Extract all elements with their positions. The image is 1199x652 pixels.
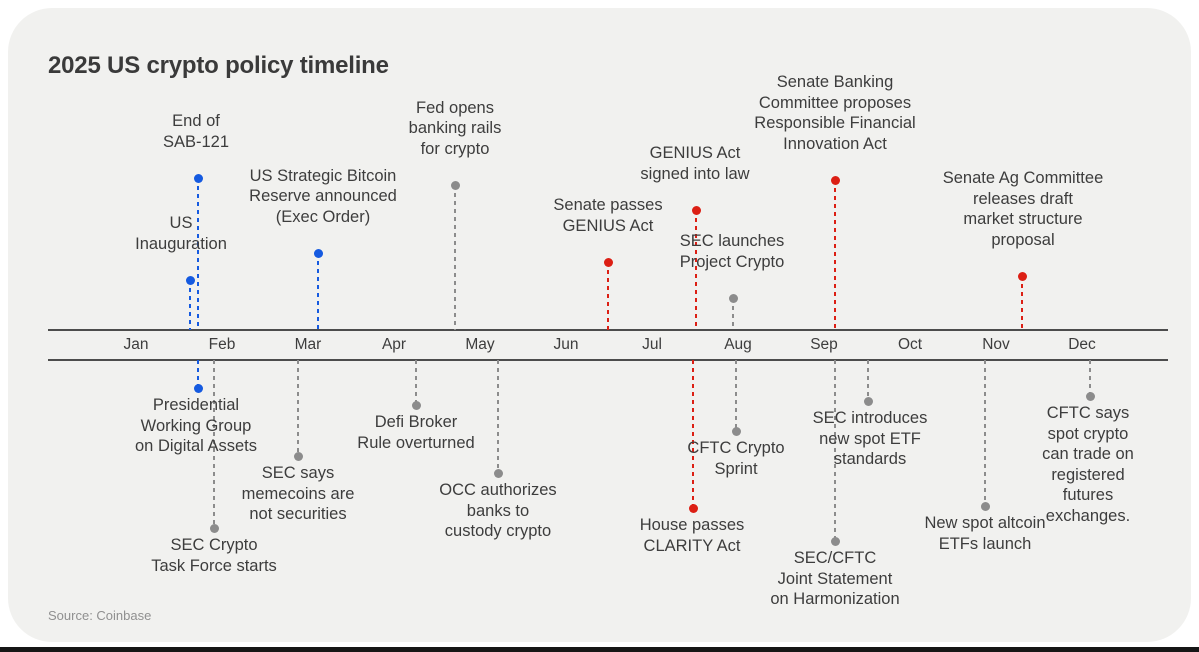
- event-label: Defi Broker Rule overturned: [357, 413, 475, 452]
- event-label: SEC launches Project Crypto: [679, 232, 785, 271]
- event-label: CFTC says spot crypto can trade on regis…: [1042, 404, 1134, 525]
- event-dot: [731, 426, 741, 436]
- event-leader-line: [692, 360, 694, 508]
- event-leader-line: [213, 360, 215, 528]
- event-dot: [830, 536, 840, 546]
- event-leader-line: [984, 360, 986, 506]
- event-dot: [728, 293, 738, 303]
- event-label: SEC says memecoins are not securities: [241, 464, 355, 523]
- event-dot: [1085, 391, 1095, 401]
- month-label: Jun: [553, 336, 579, 353]
- event-label: SEC/CFTC Joint Statement on Harmonizatio…: [770, 549, 900, 608]
- event-label: Senate Banking Committee proposes Respon…: [754, 73, 916, 153]
- event-label: SEC introduces new spot ETF standards: [812, 409, 928, 468]
- event-dot: [185, 275, 195, 285]
- event-dot: [830, 175, 840, 185]
- event-leader-line: [867, 360, 869, 401]
- event-leader-line: [735, 360, 737, 431]
- event-leader-line: [834, 360, 836, 541]
- event-dot: [209, 523, 219, 533]
- event-leader-line: [415, 360, 417, 405]
- event-label: US Inauguration: [135, 214, 227, 253]
- event-dot: [691, 205, 701, 215]
- event-leader-line: [834, 180, 836, 330]
- event-leader-line: [1089, 360, 1091, 396]
- event-label: Presidential Working Group on Digital As…: [135, 396, 257, 455]
- bottom-bar: [0, 647, 1199, 652]
- event-label: US Strategic Bitcoin Reserve announced (…: [249, 166, 397, 226]
- event-leader-line: [1021, 276, 1023, 330]
- page-title: 2025 US crypto policy timeline: [48, 52, 389, 79]
- month-label: May: [465, 336, 495, 353]
- event-leader-line: [317, 253, 319, 330]
- event-leader-line: [497, 360, 499, 473]
- event-dot: [688, 503, 698, 513]
- event-dot: [450, 180, 460, 190]
- event-label: Senate Ag Committee releases draft marke…: [942, 169, 1104, 249]
- timeline-axis-top-line: [48, 329, 1168, 331]
- month-label: Oct: [897, 336, 923, 353]
- event-dot: [411, 400, 421, 410]
- event-label: End of SAB-121: [162, 112, 230, 151]
- event-dot: [603, 257, 613, 267]
- event-dot: [293, 451, 303, 461]
- event-leader-line: [732, 298, 734, 330]
- month-label: Nov: [982, 336, 1010, 353]
- timeline-axis-bottom-line: [48, 359, 1168, 361]
- month-label: Feb: [208, 336, 236, 353]
- month-label: Jul: [642, 336, 662, 353]
- event-leader-line: [197, 178, 199, 330]
- chart-card: 2025 US crypto policy timeline Jan Feb Mar…: [8, 8, 1191, 642]
- event-dot: [863, 396, 873, 406]
- event-label: SEC Crypto Task Force starts: [151, 536, 277, 575]
- event-label: CFTC Crypto Sprint: [687, 439, 785, 478]
- source-attribution: Source: Coinbase: [48, 608, 152, 623]
- event-dot: [193, 383, 203, 393]
- event-leader-line: [454, 185, 456, 330]
- event-label: OCC authorizes banks to custody crypto: [439, 481, 557, 540]
- event-label: House passes CLARITY Act: [639, 516, 745, 555]
- month-label: Aug: [724, 336, 752, 353]
- event-label: Senate passes GENIUS Act: [553, 196, 663, 235]
- event-dot: [980, 501, 990, 511]
- event-leader-line: [297, 360, 299, 456]
- event-leader-line: [607, 262, 609, 330]
- event-label: New spot altcoin ETFs launch: [924, 514, 1046, 553]
- event-dot: [1017, 271, 1027, 281]
- event-label: GENIUS Act signed into law: [640, 144, 750, 183]
- month-label: Jan: [123, 336, 149, 353]
- event-dot: [313, 248, 323, 258]
- event-leader-line: [189, 280, 191, 330]
- event-dot: [493, 468, 503, 478]
- event-label: Fed opens banking rails for crypto: [408, 98, 502, 158]
- event-dot: [193, 173, 203, 183]
- month-label: Mar: [294, 336, 322, 353]
- month-label: Sep: [810, 336, 838, 353]
- month-label: Dec: [1068, 336, 1096, 353]
- event-leader-line: [197, 360, 199, 388]
- event-leader-line: [695, 210, 697, 330]
- month-label: Apr: [381, 336, 407, 353]
